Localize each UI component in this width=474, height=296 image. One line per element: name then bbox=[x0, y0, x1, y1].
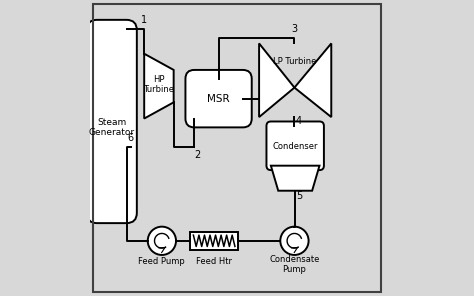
Polygon shape bbox=[259, 44, 294, 117]
FancyBboxPatch shape bbox=[87, 20, 137, 223]
Bar bbox=[190, 232, 238, 250]
Text: 4: 4 bbox=[296, 116, 302, 126]
Polygon shape bbox=[294, 44, 331, 117]
Text: 1: 1 bbox=[141, 15, 147, 25]
Text: 3: 3 bbox=[292, 24, 298, 34]
FancyBboxPatch shape bbox=[185, 70, 252, 127]
Text: Condensate
Pump: Condensate Pump bbox=[269, 255, 319, 274]
Polygon shape bbox=[144, 54, 173, 118]
Text: LP Turbine: LP Turbine bbox=[273, 57, 317, 66]
FancyBboxPatch shape bbox=[266, 121, 324, 170]
Text: MSR: MSR bbox=[208, 94, 230, 104]
Text: 2: 2 bbox=[194, 150, 201, 160]
Text: Condenser: Condenser bbox=[272, 142, 318, 151]
Circle shape bbox=[280, 227, 309, 255]
Text: 6: 6 bbox=[128, 133, 134, 143]
Text: HP
Turbine: HP Turbine bbox=[144, 75, 174, 94]
Text: 5: 5 bbox=[297, 191, 303, 201]
Circle shape bbox=[148, 227, 176, 255]
Polygon shape bbox=[271, 166, 319, 191]
Text: Feed Pump: Feed Pump bbox=[138, 257, 185, 266]
Text: Steam
Generator: Steam Generator bbox=[89, 118, 135, 137]
Text: Feed Htr: Feed Htr bbox=[196, 257, 232, 266]
